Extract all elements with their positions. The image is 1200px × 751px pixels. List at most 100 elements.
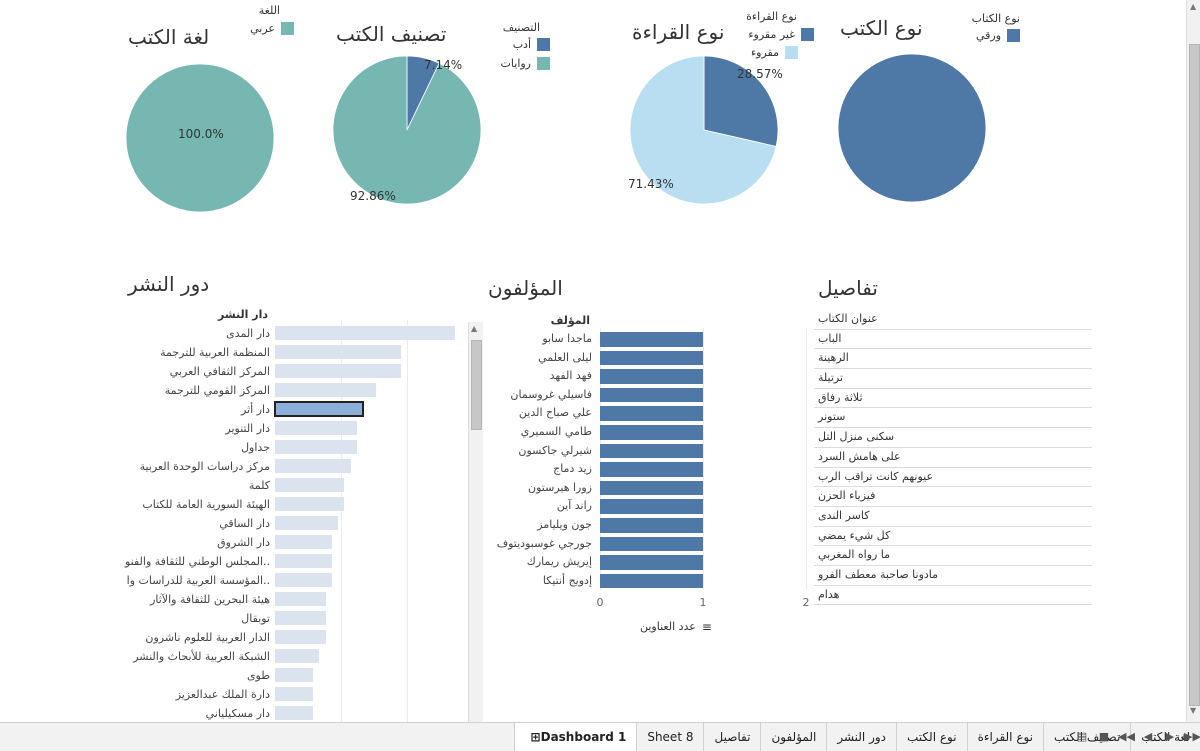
author-bar[interactable]: [600, 555, 703, 570]
publisher-label[interactable]: طوى: [246, 669, 270, 682]
author-label[interactable]: جون ويليامز: [537, 518, 592, 531]
publisher-bar[interactable]: [275, 459, 351, 473]
legend-item-classification-1[interactable]: روايات: [500, 57, 550, 70]
author-label[interactable]: شيرلي جاكسون: [518, 443, 592, 457]
author-bar[interactable]: [600, 387, 703, 403]
sheet-tab[interactable]: لغة الكتب: [1130, 723, 1200, 751]
details-row[interactable]: الرهينة: [814, 349, 1092, 370]
author-label[interactable]: زورا هيرستون: [528, 480, 592, 494]
publisher-bar[interactable]: [275, 364, 402, 378]
author-bar[interactable]: [600, 350, 703, 366]
last-tab-icon[interactable]: ▶▶: [1184, 730, 1200, 743]
sheet-tab[interactable]: Sheet 8: [636, 723, 703, 751]
scroll-up-icon[interactable]: ▲: [1190, 2, 1197, 11]
sort-icon[interactable]: ≡: [701, 619, 712, 634]
publisher-bar[interactable]: [275, 554, 332, 568]
scroll-down-icon[interactable]: ▼: [1190, 706, 1197, 715]
author-label[interactable]: طامي السميري: [520, 425, 592, 438]
publisher-label[interactable]: دار الساقي: [219, 517, 270, 530]
publisher-label[interactable]: دار الشروق: [217, 536, 270, 549]
publisher-label[interactable]: دارة الملك عبدالعزيز: [175, 688, 270, 701]
author-label[interactable]: ماجدا سابو: [542, 332, 592, 345]
publishers-scroll-thumb[interactable]: [471, 340, 482, 430]
pie-chart-classification[interactable]: [327, 50, 487, 210]
pie-chart-book-type[interactable]: [832, 48, 992, 208]
publisher-label[interactable]: الهيئة السورية العامة للكتاب: [142, 498, 270, 511]
sheet-tab[interactable]: دور النشر: [826, 723, 896, 751]
legend-item-classification-0[interactable]: أدب: [500, 38, 550, 51]
details-row[interactable]: الباب: [814, 330, 1092, 350]
publisher-bar[interactable]: [275, 649, 320, 663]
scroll-up-icon[interactable]: ▲: [471, 324, 478, 333]
publisher-bar[interactable]: [273, 401, 365, 417]
author-bar[interactable]: [600, 480, 703, 496]
first-tab-icon[interactable]: ◀◀: [1118, 730, 1135, 743]
show-tabs-icon[interactable]: ■: [1098, 730, 1110, 743]
author-bar[interactable]: [600, 573, 703, 589]
details-row[interactable]: كاسر الندى: [814, 507, 1092, 527]
author-label[interactable]: جورجي غوسبوديتوف: [496, 536, 592, 550]
details-row[interactable]: عيونهم كانت تراقب الرب: [814, 468, 1092, 488]
publisher-bar[interactable]: [275, 421, 358, 435]
author-bar[interactable]: [600, 425, 703, 440]
author-label[interactable]: فاسيلي غروسمان: [510, 387, 592, 401]
publisher-label[interactable]: مركز دراسات الوحدة العربية: [139, 460, 270, 473]
show-filmstrip-icon[interactable]: ▤: [1076, 730, 1088, 743]
prev-tab-icon[interactable]: ◀: [1143, 730, 1153, 743]
details-row[interactable]: ما رواه المغربي: [814, 546, 1092, 566]
pie-slice[interactable]: [837, 53, 987, 203]
pie-chart-reading[interactable]: [624, 50, 784, 210]
publisher-bar[interactable]: [275, 592, 326, 606]
author-bar[interactable]: [600, 462, 703, 477]
publisher-label[interactable]: جداول: [241, 441, 270, 454]
pie-slice[interactable]: [703, 55, 779, 147]
next-tab-icon[interactable]: ▶: [1165, 730, 1175, 743]
page-scrollbar[interactable]: ▲ ▼: [1186, 0, 1200, 722]
author-bar[interactable]: [600, 369, 703, 384]
sheet-tab[interactable]: تفاصيل: [703, 723, 760, 751]
publisher-label[interactable]: المركز القومي للترجمة: [164, 384, 270, 397]
legend-item-reading-0[interactable]: غير مقروء: [748, 28, 814, 41]
author-bar[interactable]: [600, 406, 703, 421]
author-label[interactable]: زيد دماج: [553, 462, 592, 476]
author-bar[interactable]: [600, 443, 703, 459]
legend-item-language-0[interactable]: عربي: [228, 22, 294, 35]
publisher-label[interactable]: الدار العربية للعلوم ناشرون: [145, 631, 270, 644]
publisher-bar[interactable]: [275, 630, 326, 644]
publisher-bar[interactable]: [275, 326, 455, 340]
publisher-label[interactable]: كلمة: [248, 479, 270, 492]
publisher-label[interactable]: المركز الثقافي العربي: [169, 365, 270, 378]
pie-chart-language[interactable]: [120, 58, 280, 218]
publisher-label[interactable]: المنظمة العربية للترجمة: [160, 346, 270, 359]
publisher-bar[interactable]: [275, 706, 313, 720]
pie-slice[interactable]: [332, 55, 482, 205]
legend-item-reading-1[interactable]: مقروء: [748, 46, 798, 59]
details-row[interactable]: ستونر: [814, 408, 1092, 429]
pie-slice[interactable]: [629, 55, 777, 205]
publisher-bar[interactable]: [275, 383, 377, 397]
publisher-bar[interactable]: [275, 345, 402, 359]
publisher-bar[interactable]: [275, 478, 345, 492]
publisher-bar[interactable]: [275, 668, 313, 682]
page-scroll-thumb[interactable]: [1189, 44, 1200, 706]
publisher-label[interactable]: دار أثر: [241, 403, 270, 416]
publisher-label[interactable]: المجلس الوطني للثقافة والفنو..: [124, 555, 270, 568]
publisher-label[interactable]: دار التنوير: [225, 422, 270, 435]
publisher-label[interactable]: المؤسسة العربية للدراسات وا..: [126, 574, 270, 587]
publisher-label[interactable]: دار المدى: [226, 327, 270, 340]
details-row[interactable]: فيزياء الحزن: [814, 487, 1092, 507]
author-bar[interactable]: [600, 332, 703, 347]
publisher-label[interactable]: توبقال: [241, 612, 270, 625]
publisher-bar[interactable]: [275, 516, 339, 530]
publisher-bar[interactable]: [275, 611, 326, 625]
publisher-label[interactable]: الشبكة العربية للأبحاث والنشر: [133, 650, 270, 663]
author-label[interactable]: إيريش ريمارك: [526, 555, 592, 569]
details-row[interactable]: هدام: [814, 586, 1092, 606]
author-label[interactable]: ليلى العلمي: [538, 350, 592, 364]
details-row[interactable]: ترتيلة: [814, 369, 1092, 389]
author-label[interactable]: علي صباح الدين: [518, 406, 592, 420]
publisher-bar[interactable]: [275, 687, 313, 701]
publisher-bar[interactable]: [275, 535, 332, 549]
publisher-label[interactable]: دار مسكيلياني: [205, 707, 270, 720]
sheet-tab[interactable]: ⊞Dashboard 1: [513, 723, 637, 751]
